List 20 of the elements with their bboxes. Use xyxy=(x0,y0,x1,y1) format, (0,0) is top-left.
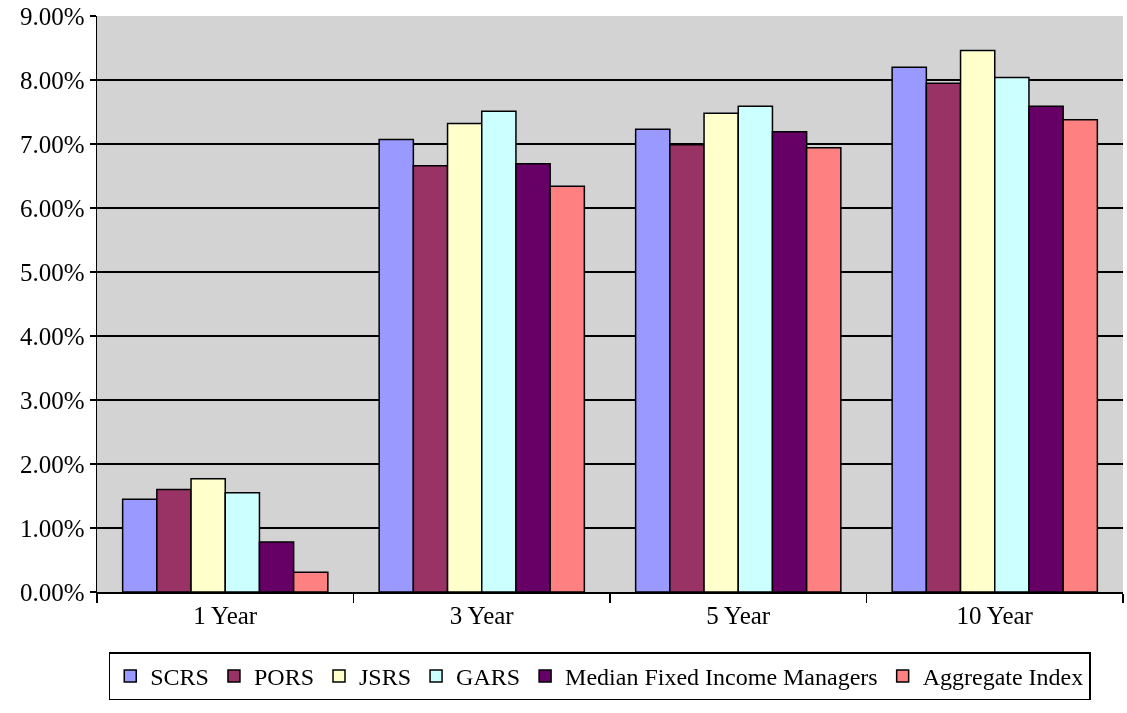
y-tick-label: 5.00% xyxy=(19,258,85,286)
y-tick-label: 7.00% xyxy=(19,130,85,158)
y-tick-label: 6.00% xyxy=(19,194,85,222)
x-tick-label: 10 Year xyxy=(956,601,1034,629)
y-tick-label: 3.00% xyxy=(19,386,85,414)
y-tick-label: 8.00% xyxy=(19,66,85,94)
legend-label: Median Fixed Income Managers xyxy=(565,664,878,691)
x-tick-label: 5 Year xyxy=(706,601,771,629)
legend-label: SCRS xyxy=(150,664,209,691)
legend-label: Aggregate Index xyxy=(922,664,1084,691)
y-tick-label: 2.00% xyxy=(19,450,85,478)
y-tick-label: 1.00% xyxy=(19,514,85,542)
x-tick-label: 3 Year xyxy=(449,601,515,629)
y-tick-label: 0.00% xyxy=(19,578,85,606)
y-tick-label: 9.00% xyxy=(19,2,85,30)
x-tick-label: 1 Year xyxy=(193,601,258,629)
y-tick-label: 4.00% xyxy=(19,322,85,350)
legend-label: JSRS xyxy=(359,664,412,691)
legend-label: GARS xyxy=(456,664,521,691)
legend-label: PORS xyxy=(253,664,315,691)
